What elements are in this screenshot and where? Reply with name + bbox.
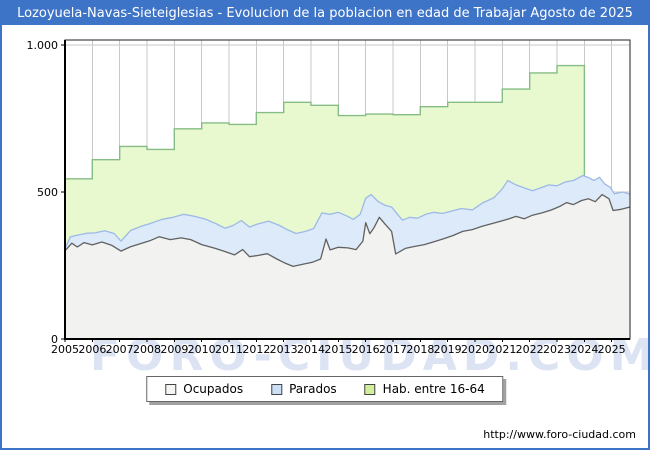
x-axis-label: 2022 [516,343,544,356]
x-axis-label: 2023 [543,343,571,356]
legend-label-ocupados: Ocupados [183,382,244,396]
x-axis-label: 2019 [434,343,462,356]
x-axis-label: 2021 [488,343,516,356]
legend-swatch-ocupados [165,383,177,395]
series-parados-line [64,174,631,249]
legend-label-parados: Parados [289,382,337,396]
x-axis-label: 2017 [379,343,407,356]
y-axis-label: 500 [37,186,58,199]
x-axis-label: 2016 [352,343,380,356]
x-axis-label: 2018 [406,343,434,356]
series-ocupados-area [65,194,630,339]
legend-item-hab-16-64: Hab. entre 16-64 [364,382,485,396]
legend: Ocupados Parados Hab. entre 16-64 [146,376,504,402]
legend-swatch-parados [271,383,283,395]
y-axis-label: 0 [51,333,58,346]
legend-item-parados: Parados [271,382,337,396]
footer-url[interactable]: http://www.foro-ciudad.com [483,428,636,441]
title-bar: Lozoyuela-Navas-Sieteiglesias - Evolucio… [2,2,648,25]
legend-swatch-hab-16-64 [364,383,376,395]
x-axis-label: 2011 [215,343,243,356]
legend-label-hab-16-64: Hab. entre 16-64 [382,382,485,396]
x-axis-label: 2008 [133,343,161,356]
x-axis-label: 2009 [160,343,188,356]
legend-item-ocupados: Ocupados [165,382,243,396]
chart-title: Lozoyuela-Navas-Sieteiglesias - Evolucio… [17,6,633,21]
y-axis-label: 1.000 [27,39,59,52]
x-axis-label: 2025 [598,343,626,356]
x-axis-label: 2006 [78,343,106,356]
x-axis-label: 2024 [570,343,598,356]
x-axis-label: 2014 [297,343,325,356]
x-axis-label: 2010 [188,343,216,356]
series-hab-16-64-line [65,64,586,339]
series-ocupados-line [64,193,631,268]
x-axis-label: 2015 [324,343,352,356]
x-axis-label: 2020 [461,343,489,356]
x-axis-label: 2012 [242,343,270,356]
x-axis-label: 2005 [51,343,79,356]
x-axis-label: 2013 [270,343,298,356]
x-axis-label: 2007 [106,343,134,356]
